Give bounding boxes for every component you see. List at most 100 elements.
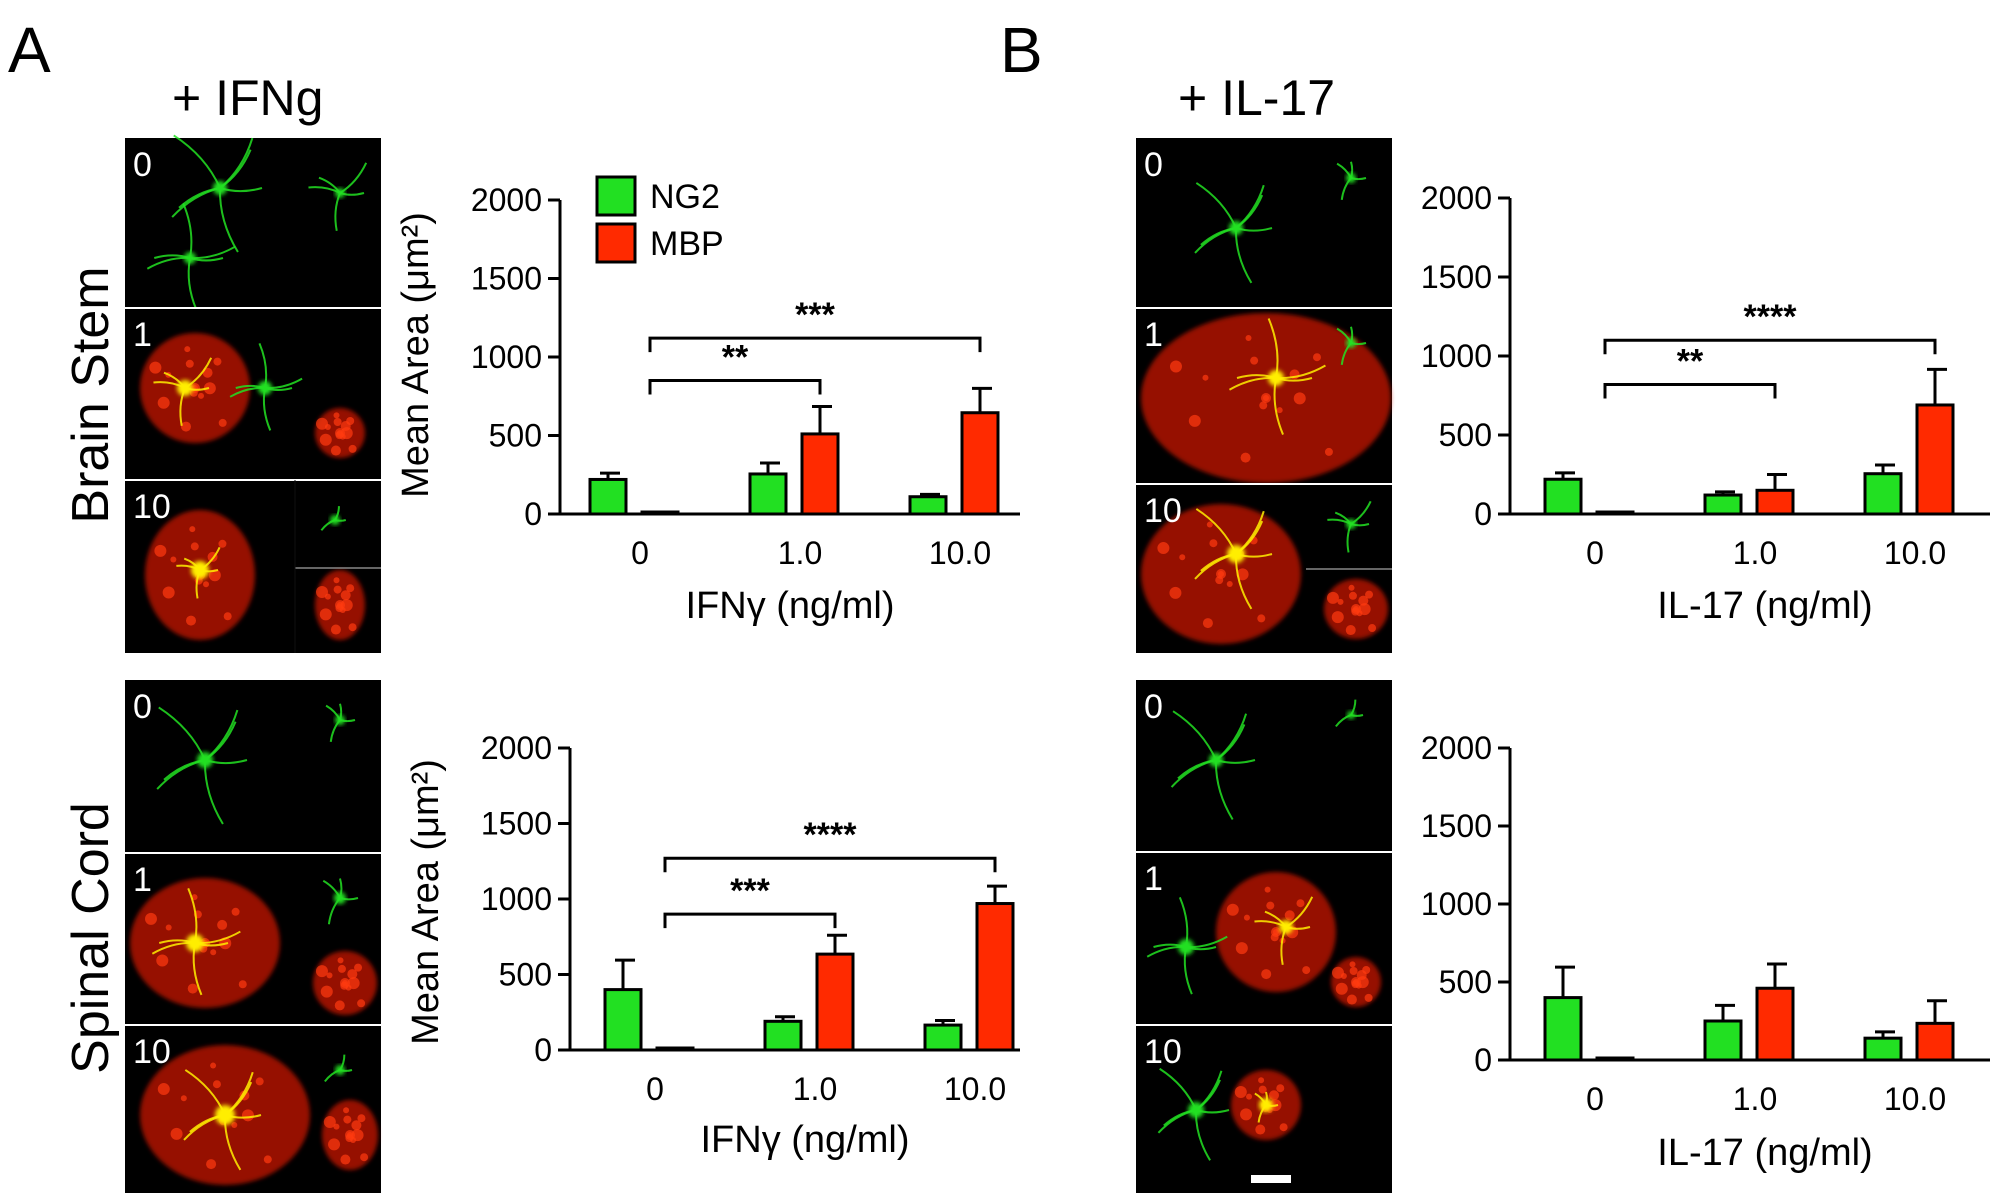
mbp-cell-membrane-spot [333,585,342,594]
mbp-cell-membrane-spot [1169,360,1182,373]
y-tick-label: 0 [534,1032,552,1068]
mbp-cell-membrane-spot [1346,994,1357,1005]
micrograph-dose-label: 10 [1144,492,1182,530]
mbp-cell-membrane-spot [1348,584,1355,591]
micrograph-dose-label: 10 [133,488,171,526]
mbp-cell-membrane-spot [184,346,191,353]
mbp-cell-membrane-spot [337,957,344,964]
y-tick-label: 1500 [1421,259,1492,295]
x-tick-label: 10.0 [944,1071,1006,1107]
mbp-cell-membrane-spot [1324,447,1333,456]
mbp-cell-membrane-spot [263,1155,272,1164]
mbp-cell-membrane-spot [360,1153,369,1162]
mbp-cell-membrane-spot [1188,414,1201,427]
ng2-cell-soma [258,381,272,395]
mbp-cell-membrane-spot [326,972,333,979]
bar-ng2 [1543,996,1583,1062]
mbp-cell-membrane-spot [1326,591,1339,604]
ng2-cell-soma [184,252,196,264]
y-tick-label: 0 [524,496,542,532]
micrograph-dose-label: 1 [1144,860,1163,898]
mbp-cell-membrane-spot [1331,611,1344,624]
bar-mbp [655,1046,695,1052]
y-tick-label: 1500 [1421,808,1492,844]
mbp-cell-membrane-spot [340,590,351,601]
y-tick-label: 0 [1474,1042,1492,1078]
mbp-cell-membrane-spot [1202,618,1213,629]
mbp-cell-membrane-spot [1234,1086,1247,1099]
mbp-cell-membrane-spot [315,586,328,599]
micrograph-dose-label: 1 [133,316,152,354]
panel-letter-a: A [8,14,51,86]
mbp-cell-membrane-spot [191,894,198,901]
mbp-cell-membrane-spot [1255,1124,1266,1135]
ng2-cell-soma [197,752,213,768]
mbp-cell-membrane-spot [165,924,172,931]
mbp-cell-membrane-spot [157,1083,170,1096]
y-tick-label: 1000 [1421,338,1492,374]
mbp-cell-membrane-spot [1157,542,1170,555]
y-tick-label: 1000 [481,881,552,917]
y-tick-label: 1000 [1421,886,1492,922]
bar-ng2 [748,472,788,516]
mbp-cell-membrane-spot [1226,903,1239,916]
y-tick-label: 1500 [481,806,552,842]
significance-label: *** [730,872,770,910]
mbp-cell-membrane-spot [1235,942,1248,955]
mbp-cell-membrane-spot [1261,969,1272,980]
x-axis-label: IL-17 (ng/ml) [1657,1132,1872,1174]
micrograph-dose-label: 1 [133,861,152,899]
x-axis-label: IL-17 (ng/ml) [1657,585,1872,627]
mbp-cell-membrane-spot [1268,1090,1279,1101]
ng2-cell-soma [1347,711,1355,719]
mbp-cell-membrane-spot [181,421,192,432]
significance-label: **** [804,816,858,854]
mbp-cell-membrane-spot [1179,554,1186,561]
mbp-cell-membrane-spot [1258,1077,1265,1084]
mbp-cell-membrane-spot [328,1138,341,1151]
mbp-cell-membrane-spot [198,392,205,399]
mbp-cell-membrane-spot [354,963,363,972]
panel-letter-b: B [1000,14,1043,86]
mbp-cell-membrane-spot [346,584,355,593]
significance-label: *** [795,296,835,334]
ng2-cell-soma [1178,939,1194,955]
mbp-cell-membrane-spot [210,1062,217,1069]
micrograph-panel-a-brain-stem: 0 1 10 [125,134,381,653]
mbp-cell-membrane-spot [157,396,170,409]
mbp-cell-membrane-spot [189,526,196,533]
ng2-cell-soma [335,715,345,725]
mbp-cell-membrane-spot [323,1116,336,1129]
legend-label-ng2: NG2 [650,178,720,216]
mbp-cell-membrane-spot [1365,590,1374,599]
mbp-cell-membrane-spot [1258,1085,1267,1094]
mbp-cell-soma [186,934,204,952]
mbp-cell-membrane-spot [255,1077,264,1086]
mbp-cell-membrane-spot [343,1115,352,1124]
mbp-cell-membrane-spot [223,612,232,621]
x-tick-label: 0 [1586,1081,1604,1117]
mbp-cell-soma [1268,370,1284,386]
mbp-cell-membrane-spot [203,382,216,395]
significance-label: ** [722,339,749,377]
mbp-cell-membrane-spot [1169,586,1182,599]
y-tick-label: 1000 [471,339,542,375]
chart-b-spinal-cord: 0 500 1000 1500 2000 0 1.0 10.0 IL-17 (ng/ml) [1421,730,1990,1174]
x-axis-label: IFNγ (ng/ml) [701,1119,910,1161]
mbp-cell-membrane-spot [170,1127,183,1140]
mbp-cell-membrane-spot [208,569,221,582]
mbp-cell-membrane-spot [340,1154,351,1165]
legend-swatch-ng2 [595,175,637,217]
mbp-cell-membrane-spot [1348,591,1357,600]
y-tick-label: 500 [1439,964,1492,1000]
y-tick-label: 0 [1474,496,1492,532]
mbp-cell-membrane-spot [1216,569,1226,579]
significance-bracket [663,856,997,873]
y-tick-label: 500 [499,957,552,993]
mbp-cell-membrane-spot [1351,977,1361,987]
bar-mbp [975,902,1015,1052]
y-tick-label: 2000 [1421,180,1492,216]
significance-bracket [648,379,822,395]
panel-b-title: + IL-17 [1178,70,1335,126]
